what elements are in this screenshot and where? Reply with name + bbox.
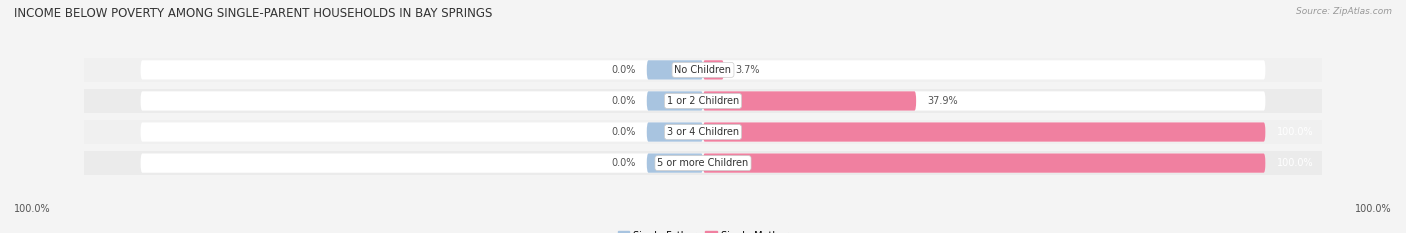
Bar	[84, 58, 1322, 82]
Text: No Children: No Children	[675, 65, 731, 75]
FancyBboxPatch shape	[703, 91, 917, 111]
FancyBboxPatch shape	[703, 154, 1265, 173]
Text: 1 or 2 Children: 1 or 2 Children	[666, 96, 740, 106]
Text: 0.0%: 0.0%	[612, 127, 636, 137]
Text: 3.7%: 3.7%	[735, 65, 759, 75]
Bar	[84, 151, 1322, 175]
Text: 37.9%: 37.9%	[928, 96, 957, 106]
FancyBboxPatch shape	[141, 60, 1265, 79]
Text: INCOME BELOW POVERTY AMONG SINGLE-PARENT HOUSEHOLDS IN BAY SPRINGS: INCOME BELOW POVERTY AMONG SINGLE-PARENT…	[14, 7, 492, 20]
Text: 0.0%: 0.0%	[612, 158, 636, 168]
Legend: Single Father, Single Mother: Single Father, Single Mother	[614, 227, 792, 233]
FancyBboxPatch shape	[647, 154, 703, 173]
Text: 3 or 4 Children: 3 or 4 Children	[666, 127, 740, 137]
Text: 100.0%: 100.0%	[1355, 204, 1392, 214]
Text: 5 or more Children: 5 or more Children	[658, 158, 748, 168]
FancyBboxPatch shape	[647, 60, 703, 79]
FancyBboxPatch shape	[141, 154, 1265, 173]
Text: 100.0%: 100.0%	[1277, 127, 1313, 137]
Bar	[84, 120, 1322, 144]
FancyBboxPatch shape	[703, 122, 1265, 142]
FancyBboxPatch shape	[141, 91, 1265, 111]
Text: 0.0%: 0.0%	[612, 96, 636, 106]
FancyBboxPatch shape	[703, 60, 724, 79]
FancyBboxPatch shape	[647, 122, 703, 142]
Text: 100.0%: 100.0%	[14, 204, 51, 214]
FancyBboxPatch shape	[141, 122, 1265, 142]
Bar	[84, 89, 1322, 113]
Text: 0.0%: 0.0%	[612, 65, 636, 75]
Text: Source: ZipAtlas.com: Source: ZipAtlas.com	[1296, 7, 1392, 16]
FancyBboxPatch shape	[647, 91, 703, 111]
Text: 100.0%: 100.0%	[1277, 158, 1313, 168]
